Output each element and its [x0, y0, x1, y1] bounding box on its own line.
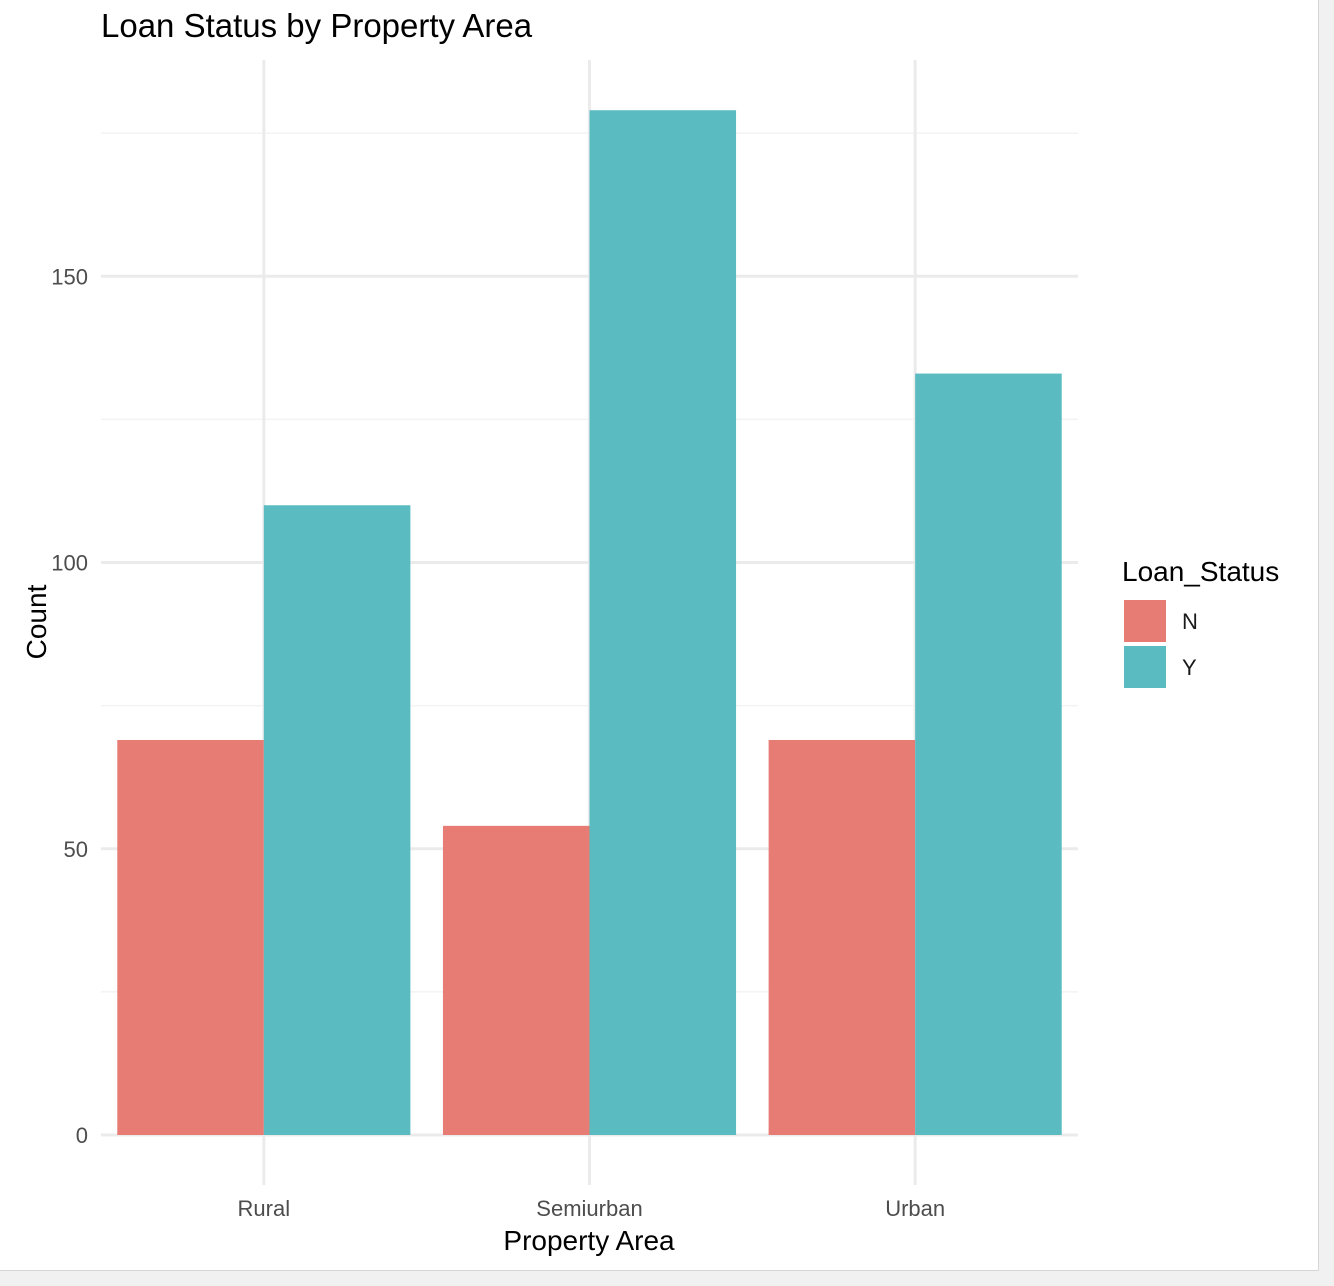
plot-panel: 0 50 100 150 Rural Semiurban Urban Loan Statu… [0, 0, 1319, 1271]
y-tick-label: 150 [51, 264, 88, 289]
y-tick-label: 0 [76, 1123, 88, 1148]
chart-title: Loan Status by Property Area [101, 7, 533, 44]
legend-key-N [1124, 600, 1166, 642]
legend-label-Y: Y [1182, 655, 1197, 680]
legend-label-N: N [1182, 609, 1198, 634]
y-tick-label: 100 [51, 551, 88, 576]
bar-N-Rural [117, 739, 264, 1135]
x-tick-label: Semiurban [536, 1196, 642, 1221]
x-axis-ticks: Rural Semiurban Urban [238, 1196, 946, 1221]
x-tick-label: Rural [238, 1196, 291, 1221]
bars [117, 110, 1062, 1136]
bar-Y-Rural [263, 505, 411, 1135]
bar-N-Urban [768, 739, 916, 1135]
y-axis-ticks: 0 50 100 150 [51, 264, 88, 1148]
legend: Loan_Status NY [1122, 556, 1279, 688]
bar-Y-Urban [915, 373, 1062, 1135]
x-axis-title: Property Area [503, 1225, 675, 1256]
bar-Y-Semiurban [589, 110, 737, 1136]
y-tick-label: 50 [64, 837, 88, 862]
chart: 0 50 100 150 Rural Semiurban Urban Loan Statu… [21, 7, 1279, 1256]
legend-key-Y [1124, 646, 1166, 688]
legend-title: Loan_Status [1122, 556, 1279, 587]
y-axis-title: Count [21, 584, 52, 659]
bar-N-Semiurban [442, 825, 590, 1135]
x-tick-label: Urban [885, 1196, 945, 1221]
